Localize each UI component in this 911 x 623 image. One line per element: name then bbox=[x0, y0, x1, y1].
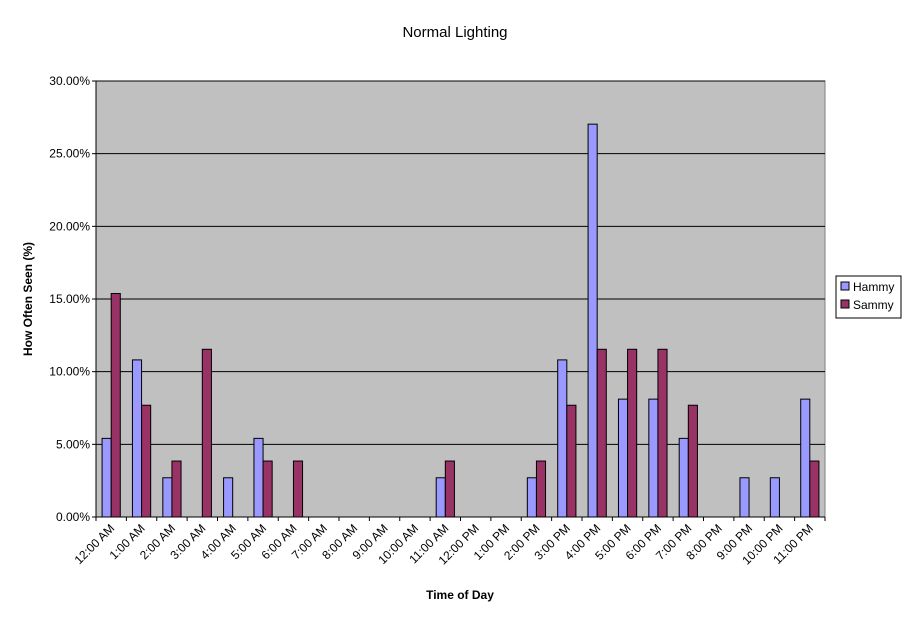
bar-sammy bbox=[444, 460, 455, 518]
y-axis-title: How Often Seen (%) bbox=[21, 242, 35, 356]
y-tick-label: 30.00% bbox=[49, 74, 90, 88]
bar-sammy bbox=[292, 460, 304, 518]
bar-hammy bbox=[800, 398, 811, 518]
bar-hammy bbox=[587, 123, 598, 518]
legend-label-sammy: Sammy bbox=[853, 298, 894, 312]
bar-sammy bbox=[566, 404, 577, 518]
bar-sammy bbox=[110, 292, 121, 518]
bar-hammy bbox=[526, 477, 537, 518]
bar-sammy bbox=[262, 460, 273, 518]
x-axis-title: Time of Day bbox=[426, 588, 494, 602]
bar-sammy bbox=[627, 348, 638, 518]
bar-sammy bbox=[687, 404, 698, 518]
bar-hammy bbox=[769, 477, 780, 518]
bar-sammy bbox=[171, 460, 182, 518]
bar-hammy bbox=[131, 359, 143, 518]
bar-hammy bbox=[739, 477, 750, 518]
bar-sammy bbox=[201, 348, 212, 518]
bar-hammy bbox=[223, 477, 234, 518]
bar-hammy bbox=[648, 398, 659, 518]
y-tick-label: 25.00% bbox=[49, 147, 90, 161]
bars bbox=[101, 123, 820, 518]
legend-label-hammy: Hammy bbox=[853, 280, 894, 294]
legend-swatch-sammy bbox=[840, 299, 850, 309]
y-tick-label: 10.00% bbox=[49, 365, 90, 379]
bar-hammy bbox=[617, 398, 629, 518]
bar-hammy bbox=[435, 477, 446, 518]
bar-hammy bbox=[253, 437, 264, 518]
bar-hammy bbox=[557, 359, 568, 518]
legend: Hammy Sammy bbox=[835, 275, 902, 319]
axes bbox=[92, 80, 826, 521]
bar-hammy bbox=[678, 437, 689, 518]
bar-hammy bbox=[162, 477, 173, 518]
y-tick-label: 15.00% bbox=[49, 292, 90, 306]
bar-sammy bbox=[535, 460, 547, 518]
y-tick-label: 0.00% bbox=[56, 510, 90, 524]
y-tick-label: 5.00% bbox=[56, 437, 90, 451]
chart-title: Normal Lighting bbox=[402, 24, 507, 41]
legend-swatch-hammy bbox=[840, 281, 850, 291]
bar-sammy bbox=[596, 348, 607, 518]
bar-sammy bbox=[141, 404, 152, 518]
gridlines bbox=[96, 80, 825, 445]
bar-sammy bbox=[657, 348, 668, 518]
x-tick-labels: 12:00 AM1:00 AM2:00 AM3:00 AM4:00 AM5:00… bbox=[72, 521, 816, 567]
y-tick-label: 20.00% bbox=[49, 219, 90, 233]
y-tick-labels: 0.00% 5.00% 10.00% 15.00% 20.00% 25.00% 30.00% bbox=[49, 74, 90, 524]
bar-sammy bbox=[809, 460, 820, 518]
x-tick-label: 12:00 AM bbox=[72, 521, 118, 567]
bar-hammy bbox=[101, 437, 112, 518]
